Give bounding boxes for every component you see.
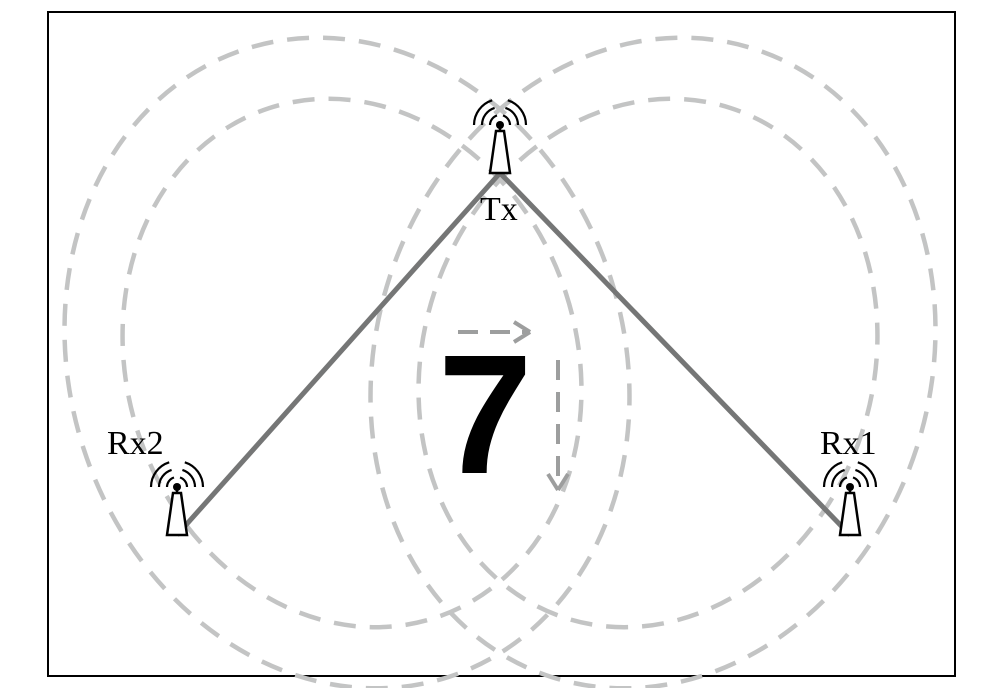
rx2-label: Rx2 — [107, 425, 164, 463]
rx2-antenna-icon — [151, 462, 203, 535]
tx-label: Tx — [480, 191, 518, 229]
rx1-label: Rx1 — [820, 425, 877, 463]
center-digit: 7 — [438, 330, 533, 500]
fresnel-ellipse — [0, 0, 712, 688]
fresnel-ellipse — [288, 0, 1000, 688]
